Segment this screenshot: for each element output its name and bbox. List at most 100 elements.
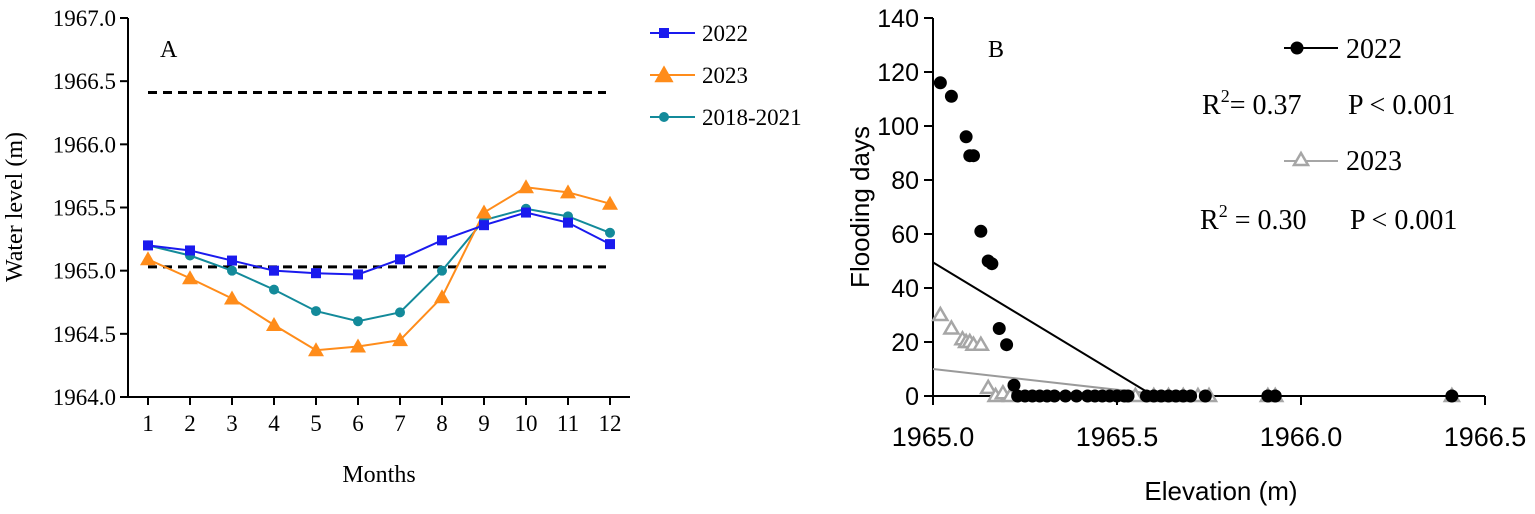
data-point [395,254,405,265]
legend-2022-r-sup: 2 [1221,86,1230,106]
data-point [353,316,363,327]
x-tick-label: 3 [226,411,238,436]
data-point [311,306,321,317]
legend-2022-stats: R2= 0.37 [1202,86,1301,121]
y-tick-label: 40 [891,275,919,303]
y-tick-label: 100 [877,113,919,141]
panel-a-legend: 2022 2023 2018-2021 [650,21,802,130]
data-point [311,268,321,279]
legend-label: 2018-2021 [702,105,802,130]
data-point [605,227,615,238]
legend-2023-r-value: = 0.30 [1228,205,1307,236]
y-tick-label: 80 [891,167,919,195]
data-point [437,235,447,246]
series-line-2022 [147,211,611,276]
panel-b-label: B [988,37,1004,63]
data-point [353,269,363,280]
panel-a: 1964.01964.51965.01965.51966.01966.51967… [2,6,802,488]
legend-2022-p: P < 0.001 [1348,90,1455,121]
data-point [992,322,1006,335]
panel-a-ticks: 1964.01964.51965.01965.51966.01966.51967… [53,6,622,436]
data-point [942,319,961,335]
data-point [602,195,618,210]
data-point [185,245,195,256]
data-point [434,289,450,304]
y-tick-label: 1967.0 [53,6,116,31]
x-tick-label: 7 [394,411,406,436]
x-tick-label: 6 [352,411,364,436]
data-point [224,290,240,305]
data-point [269,265,279,276]
series-line-2023 [147,186,611,352]
data-point [605,239,615,250]
data-point [944,89,958,103]
data-point [140,251,156,266]
panel-b-y-label: Flooding days [845,126,875,288]
data-point [143,240,153,251]
data-point [979,378,998,395]
x-tick-label: 2 [184,411,196,436]
data-point [1121,389,1135,403]
data-point [1007,378,1021,392]
data-point [1184,389,1198,403]
legend-2023-marker [1291,150,1311,167]
data-point [659,28,669,38]
y-tick-label: 60 [891,221,919,249]
panel-a-reference-lines [148,91,606,269]
panel-a-series [140,179,618,357]
data-point [227,265,237,276]
legend-2023-stats: R2 = 0.30 [1200,201,1306,236]
data-point [563,217,573,228]
fit-line-2022 [932,261,1155,397]
data-point [266,316,282,331]
data-point [182,270,198,285]
data-point [560,184,576,199]
x-tick-label: 1966.5 [1444,422,1527,452]
legend-2023-p: P < 0.001 [1350,205,1457,236]
x-tick-label: 4 [268,411,280,436]
panel-a-axes [127,18,630,398]
data-point [659,112,669,122]
data-point [308,342,324,357]
x-tick-label: 1965.0 [892,422,975,452]
x-tick-label: 10 [515,411,538,436]
data-point [269,284,279,295]
legend-2022-r: R [1202,90,1221,121]
data-point [479,220,489,231]
x-tick-label: 9 [478,411,490,436]
legend-2022-r-value: = 0.37 [1230,90,1302,121]
data-point [971,335,991,351]
data-point [350,338,366,353]
y-tick-label: 1965.5 [53,196,116,221]
y-tick-label: 120 [877,59,919,87]
legend-2023-label: 2023 [1346,146,1402,177]
data-point [521,207,531,218]
legend-2023-r-sup: 2 [1219,201,1228,221]
legend-label: 2023 [702,63,748,88]
data-point [437,265,447,276]
panel-b: 0 20 40 60 80 100 120 140 1965.0 1965.5 1966.0 1966… [845,5,1526,506]
y-tick-label: 1964.5 [53,322,116,347]
data-point [476,204,492,219]
data-point [966,149,980,163]
data-point [1268,389,1282,403]
x-tick-label: 11 [557,411,579,436]
legend-2022-marker [1290,41,1304,55]
data-point [931,305,950,322]
panel-b-series [931,76,1462,403]
data-point [933,76,947,90]
y-tick-label: 20 [891,329,919,357]
panel-a-label: A [160,37,178,63]
series-line-2018-2021 [147,207,611,323]
y-tick-label: 140 [877,5,919,33]
x-tick-label: 1965.5 [1076,422,1159,452]
x-tick-label: 8 [436,411,448,436]
legend-2022-label: 2022 [1346,34,1402,65]
data-point [1445,389,1459,403]
data-point [395,307,405,318]
panel-a-y-label: Water level (m) [2,132,28,282]
data-point [1070,389,1084,403]
panel-a-x-label: Months [342,462,415,488]
x-tick-label: 5 [310,411,322,436]
